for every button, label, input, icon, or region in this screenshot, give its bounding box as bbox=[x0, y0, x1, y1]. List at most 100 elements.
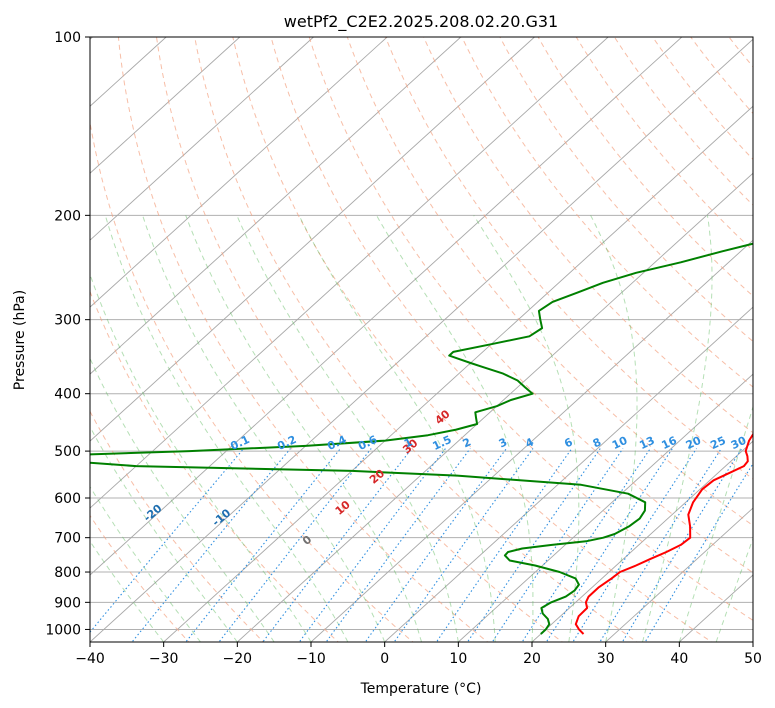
y-tick-label: 800 bbox=[54, 565, 81, 581]
dry-adiabat-line bbox=[232, 37, 713, 642]
y-tick-label: 300 bbox=[54, 313, 81, 329]
moist-adiabat-line bbox=[104, 215, 349, 642]
mixing-ratio-line bbox=[435, 448, 573, 642]
mixing-ratio-label: 16 bbox=[660, 434, 680, 452]
dry-adiabat-line bbox=[117, 37, 489, 642]
moist-adiabat-line bbox=[185, 215, 422, 642]
x-tick-label: −30 bbox=[149, 651, 179, 667]
isotherm-line bbox=[605, 507, 753, 642]
mixing-ratio-line bbox=[393, 448, 534, 642]
mixing-ratio-line bbox=[325, 448, 471, 642]
x-tick-label: 50 bbox=[744, 651, 762, 667]
dry-adiabat-line bbox=[194, 37, 638, 642]
y-tick-label: 100 bbox=[54, 30, 81, 46]
moist-adiabat-line bbox=[642, 215, 713, 642]
x-axis-label: Temperature (°C) bbox=[360, 681, 482, 697]
moist-adiabat-line bbox=[90, 425, 238, 642]
mixing-ratio-line bbox=[644, 462, 753, 642]
mixing-ratio-label: 20 bbox=[684, 434, 704, 452]
moist-adiabat-line bbox=[298, 215, 496, 642]
dry-adiabat-line bbox=[690, 37, 753, 115]
dry-adiabat-line bbox=[90, 514, 190, 642]
moist-adiabat-line bbox=[90, 485, 201, 642]
x-tick-label: 20 bbox=[523, 651, 541, 667]
moist-adiabat-line bbox=[236, 215, 459, 642]
mixing-ratio-label: 0.4 bbox=[325, 433, 348, 453]
y-tick-label: 200 bbox=[54, 208, 81, 224]
isotherm-line bbox=[752, 641, 753, 642]
isotherm-line bbox=[90, 37, 314, 241]
dry-adiabat-line bbox=[499, 37, 753, 343]
isotherm-line bbox=[90, 38, 753, 642]
mixing-ratio-line bbox=[466, 448, 601, 642]
dry-adiabat-line bbox=[90, 119, 414, 642]
isotherm-line bbox=[237, 172, 753, 642]
mixing-ratio-line bbox=[621, 448, 743, 642]
mixing-ratio-line bbox=[545, 448, 673, 642]
dry-adiabat-line bbox=[270, 37, 753, 622]
mixing-ratio-label: 1.5 bbox=[430, 433, 453, 453]
x-tick-label: 30 bbox=[597, 651, 615, 667]
moist-adiabat-line bbox=[678, 405, 753, 642]
mixing-ratio-line bbox=[491, 448, 624, 642]
dry-adiabat-line bbox=[423, 37, 753, 434]
isotherm-line bbox=[458, 373, 753, 642]
moist-adiabat-line bbox=[90, 540, 165, 642]
chart-title: wetPf2_C2E2.2025.208.02.20.G31 bbox=[284, 12, 558, 32]
isotherm-line bbox=[679, 574, 753, 642]
mixing-ratio-line bbox=[599, 448, 722, 642]
mixing-ratio-line bbox=[572, 448, 698, 642]
isotherm-line bbox=[163, 105, 753, 642]
dry-adiabats bbox=[90, 37, 753, 642]
moist-adiabat-line bbox=[473, 215, 580, 642]
mixing-ratio-label: 25 bbox=[708, 434, 727, 452]
isotherm-line bbox=[90, 37, 683, 576]
mixing-ratio-label: 2 bbox=[461, 435, 473, 450]
mixing-ratio-line bbox=[262, 448, 413, 642]
dry-adiabat-line bbox=[346, 37, 753, 527]
mixing-ratio-labels: 0.1 0.2 0.4 0.6 1 1.5 2 3 4 6 8 10 13 16 20 25 30 bbox=[228, 433, 748, 453]
dry-adiabat-line bbox=[537, 37, 753, 297]
mixing-ratio-lines bbox=[90, 448, 753, 642]
isotherm-line bbox=[90, 37, 462, 375]
mixing-ratio-label: 10 bbox=[610, 434, 630, 452]
moist-adiabat-line bbox=[90, 357, 275, 642]
moist-adiabat-line bbox=[715, 537, 753, 642]
isotherm-line bbox=[531, 440, 753, 642]
mixing-ratio-line bbox=[364, 448, 507, 642]
x-tick-label: 10 bbox=[449, 651, 467, 667]
dry-adiabat-label: 0 bbox=[300, 533, 314, 548]
dry-adiabat-line bbox=[728, 37, 753, 68]
dry-adiabat-line bbox=[155, 37, 564, 642]
sounding-profiles bbox=[90, 242, 753, 635]
mixing-ratio-line bbox=[298, 448, 446, 642]
dry-adiabat-line bbox=[308, 37, 753, 574]
isotherm-line bbox=[90, 37, 609, 509]
dry-adiabat-label: -20 bbox=[141, 502, 165, 525]
mixing-ratio-line bbox=[90, 448, 245, 633]
isotherm-line bbox=[90, 37, 388, 308]
dry-adiabat-label: -10 bbox=[210, 506, 234, 529]
temperature-profile-line bbox=[574, 432, 753, 635]
y-tick-label: 500 bbox=[54, 444, 81, 460]
mixing-ratio-label: 0.6 bbox=[356, 433, 379, 453]
isotherm-line bbox=[90, 37, 241, 174]
y-tick-label: 1000 bbox=[45, 622, 81, 638]
mixing-ratio-label: 30 bbox=[729, 434, 749, 452]
dry-adiabat-line bbox=[90, 410, 265, 642]
dewpoint-profile-line bbox=[90, 242, 753, 635]
isotherm-line bbox=[90, 37, 535, 442]
y-tick-label: 600 bbox=[54, 491, 81, 507]
mixing-ratio-label: 13 bbox=[637, 434, 656, 452]
mixing-ratio-label: 6 bbox=[562, 435, 575, 450]
x-axis-ticks: −40 −30 −20 −10 0 10 20 30 40 50 bbox=[75, 642, 762, 667]
mixing-ratio-line bbox=[185, 448, 341, 642]
mixing-ratio-line bbox=[218, 448, 372, 642]
x-tick-label: −40 bbox=[75, 651, 105, 667]
moist-adiabat-line bbox=[590, 215, 638, 642]
mixing-ratio-line bbox=[521, 448, 651, 642]
moist-adiabat-line bbox=[376, 215, 534, 642]
moist-adiabats bbox=[90, 215, 753, 642]
mixing-ratio-label: 0.2 bbox=[275, 433, 298, 453]
